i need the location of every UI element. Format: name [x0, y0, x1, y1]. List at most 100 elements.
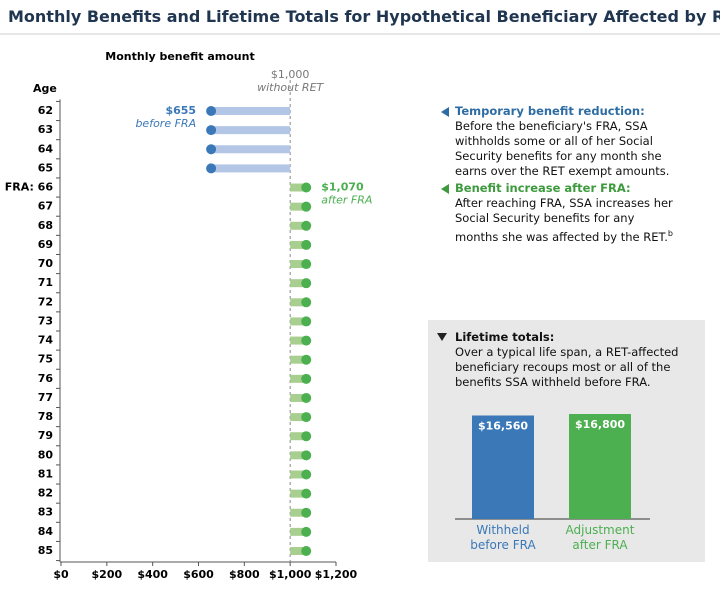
dot	[301, 488, 312, 499]
dot	[301, 297, 312, 308]
y-tick-label: 84	[38, 525, 54, 538]
bar	[290, 413, 307, 422]
dot	[206, 144, 217, 155]
note-footnote: b	[667, 229, 673, 238]
bar	[290, 279, 307, 288]
reference-note: without RET	[257, 81, 324, 94]
y-tick-label: 65	[38, 161, 53, 174]
y-tick-label: 62	[38, 104, 53, 117]
x-tick-label: $800	[229, 568, 260, 581]
inset-arrow	[437, 333, 447, 341]
bar	[290, 527, 307, 536]
dot	[301, 239, 312, 250]
annotation-note: before FRA	[135, 117, 196, 130]
dot	[301, 412, 312, 423]
dot	[206, 125, 217, 136]
y-tick-label: 76	[38, 372, 54, 385]
y-tick-label: 80	[38, 448, 54, 461]
subtitle: Monthly benefit amount	[105, 50, 254, 63]
bar	[290, 432, 307, 441]
value-label: $16,800	[575, 418, 625, 431]
value-label: $16,560	[478, 420, 528, 433]
bar	[290, 393, 307, 402]
bar	[290, 489, 307, 498]
dot	[301, 354, 312, 365]
bar	[290, 317, 307, 326]
bar	[290, 547, 307, 555]
note-2: Benefit increase after FRA: After reachi…	[455, 181, 675, 245]
note-title: Temporary benefit reduction:	[455, 104, 645, 118]
y-tick-label: 85	[38, 544, 53, 557]
dot	[301, 507, 312, 518]
y-axis-label: Age	[33, 82, 57, 95]
dot	[206, 106, 217, 116]
inset-title: Lifetime totals:	[455, 330, 555, 344]
bar	[290, 355, 307, 364]
bar	[472, 415, 534, 519]
bar	[290, 508, 307, 517]
y-tick-label: 69	[38, 238, 53, 251]
annotation-label: $1,070	[321, 181, 364, 194]
category-label: Adjustment after FRA	[565, 523, 635, 552]
bar	[569, 414, 631, 519]
bar	[290, 470, 307, 479]
y-tick-label: 77	[38, 391, 53, 404]
y-tick-label: 74	[38, 334, 54, 347]
dot	[301, 373, 312, 384]
y-tick-label: 67	[38, 200, 53, 213]
bar	[290, 183, 307, 192]
title: Monthly Benefits and Lifetime Totals for…	[8, 6, 720, 26]
category-label: Withheld before FRA	[470, 523, 536, 552]
bar	[290, 260, 307, 269]
y-tick-label: 81	[38, 467, 53, 480]
bar	[290, 221, 307, 230]
dot	[301, 316, 312, 327]
dot	[301, 182, 312, 193]
y-tick-label: 64	[38, 142, 54, 155]
bar	[290, 374, 307, 383]
dot	[301, 392, 312, 403]
bar	[290, 298, 307, 307]
inset-text: Lifetime totals: Over a typical life spa…	[455, 330, 690, 390]
dot	[301, 220, 312, 231]
x-tick-label: $0	[53, 568, 69, 581]
bar	[290, 240, 307, 249]
y-tick-label: 82	[38, 487, 53, 500]
bar	[211, 164, 291, 173]
note-text: After reaching FRA, SSA increases her So…	[455, 196, 673, 244]
bar	[290, 451, 307, 460]
bar	[211, 145, 291, 154]
x-tick-label: $400	[137, 568, 168, 581]
y-tick-label: 73	[38, 314, 53, 327]
dot	[301, 278, 312, 289]
dot	[301, 259, 312, 270]
y-tick-label: 70	[38, 257, 54, 270]
reference-label: $1,000	[271, 68, 310, 81]
dot	[301, 450, 312, 461]
title-text: Monthly Benefits and Lifetime Totals for…	[8, 7, 720, 26]
dot	[301, 431, 312, 442]
y-tick-label: 72	[38, 295, 53, 308]
annotation-note: after FRA	[321, 194, 372, 207]
note-1: Temporary benefit reduction: Before the …	[455, 104, 680, 179]
y-tick-label: 78	[38, 410, 53, 423]
note-arrow	[441, 107, 449, 117]
inset-body: Over a typical life span, a RET-affected…	[455, 345, 679, 389]
bar	[211, 107, 291, 115]
bar	[290, 202, 307, 211]
dot	[206, 163, 217, 174]
note-arrow	[441, 184, 449, 194]
dot	[301, 201, 312, 212]
bar	[211, 126, 291, 135]
annotation-label: $655	[165, 104, 196, 117]
y-tick-label: 79	[38, 429, 53, 442]
dot	[301, 546, 312, 556]
x-tick-label: $600	[183, 568, 214, 581]
note-title: Benefit increase after FRA:	[455, 181, 631, 195]
dot	[301, 335, 312, 346]
y-tick-label: FRA: 66	[5, 181, 54, 194]
x-tick-label: $200	[92, 568, 123, 581]
dot	[301, 526, 312, 537]
